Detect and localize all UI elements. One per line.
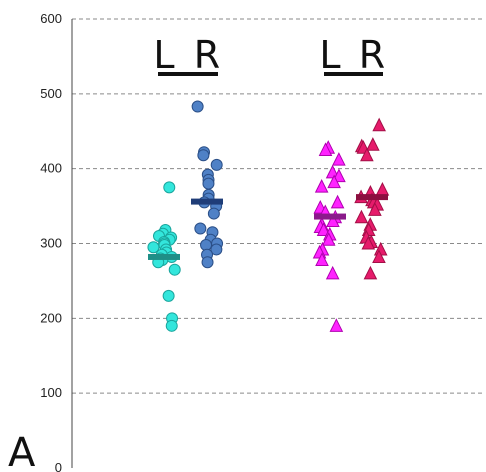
- data-point: [194, 222, 207, 235]
- group-label-right: R: [359, 33, 385, 77]
- data-point: [147, 241, 160, 254]
- data-point: [372, 249, 386, 263]
- group-label-right: R: [194, 33, 220, 77]
- data-point: [316, 222, 331, 237]
- median-bar: [314, 213, 346, 220]
- data-point: [197, 149, 210, 162]
- grid-lines: [72, 18, 483, 394]
- data-point: [191, 100, 204, 113]
- median-bar: [191, 198, 223, 205]
- y-tick-label: 0: [55, 460, 62, 472]
- data-point: [162, 289, 175, 302]
- data-point: [366, 137, 380, 151]
- median-bar: [356, 194, 388, 201]
- group-label-left: L: [153, 33, 174, 77]
- y-tick-label: 400: [40, 161, 62, 176]
- data-point: [315, 252, 329, 266]
- data-point: [361, 235, 376, 250]
- data-point: [330, 194, 345, 209]
- data-point: [202, 177, 215, 190]
- data-point: [168, 263, 181, 276]
- y-tick-label: 200: [40, 310, 62, 325]
- data-point: [375, 182, 390, 196]
- data-point: [360, 147, 374, 162]
- y-tick-labels: 0 100 200 300 400 500 600: [40, 11, 62, 472]
- data-point: [363, 265, 378, 280]
- data-point: [210, 158, 223, 171]
- y-tick-label: 600: [40, 11, 62, 26]
- data-point: [368, 202, 382, 216]
- y-tick-label: 300: [40, 236, 62, 251]
- data-point: [325, 265, 340, 280]
- data-point: [372, 117, 386, 132]
- data-point: [207, 207, 220, 220]
- data-point: [326, 213, 340, 228]
- data-points: [147, 100, 390, 332]
- median-bars: [148, 194, 388, 260]
- panel-label: A: [8, 430, 36, 472]
- data-point: [165, 319, 178, 332]
- data-point: [321, 232, 336, 246]
- y-tick-label: 500: [40, 86, 62, 101]
- data-point: [327, 174, 341, 189]
- data-point: [332, 152, 346, 166]
- data-point: [329, 318, 344, 332]
- group-label-left: L: [319, 33, 340, 77]
- data-point: [201, 256, 214, 269]
- data-point: [314, 179, 329, 193]
- data-point: [354, 209, 369, 224]
- data-point: [210, 243, 223, 256]
- y-tick-label: 100: [40, 385, 62, 400]
- data-point: [163, 181, 176, 194]
- data-point: [318, 142, 333, 156]
- median-bar: [148, 253, 180, 260]
